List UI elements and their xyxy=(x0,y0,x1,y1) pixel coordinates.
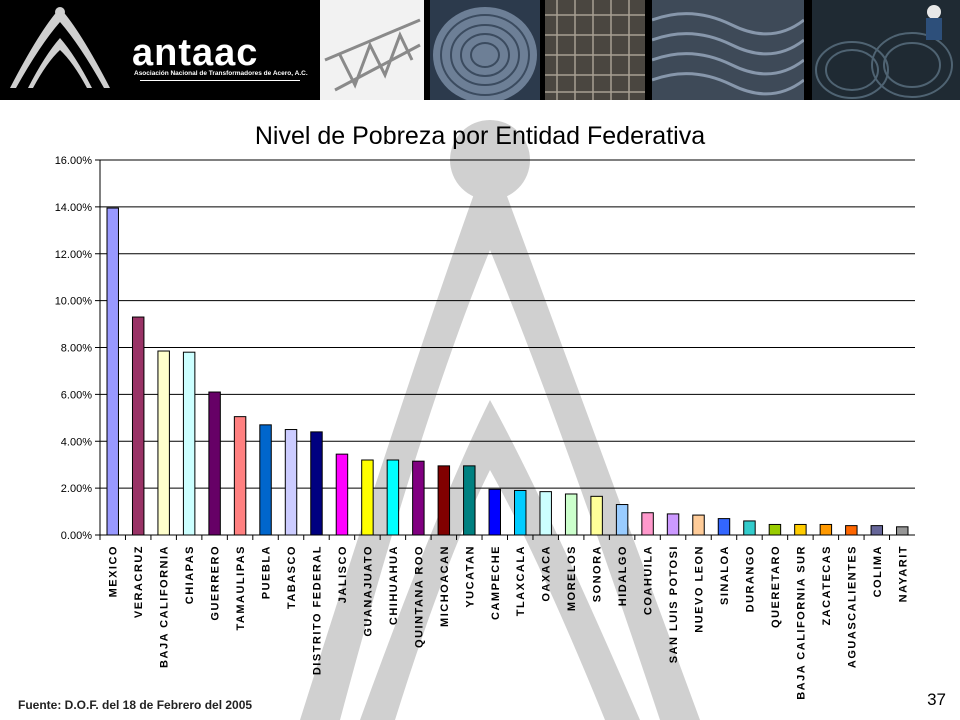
bars xyxy=(106,207,909,536)
gridlines xyxy=(100,159,915,489)
y-tick-label: 14.00% xyxy=(55,202,93,214)
x-tick-label: COLIMA xyxy=(872,545,884,597)
bar-jalisco xyxy=(335,453,349,536)
x-tick-label: JALISCO xyxy=(337,545,349,603)
x-tick-label: CAMPECHE xyxy=(490,545,502,620)
x-tick-label: DISTRITO FEDERAL xyxy=(311,545,323,675)
bar-chiapas xyxy=(182,351,196,536)
bar-hidalgo xyxy=(615,504,629,536)
x-tick-label: SONORA xyxy=(592,545,604,602)
bar-yucatan xyxy=(463,465,476,536)
bar-tlaxcala xyxy=(514,489,527,536)
x-tick-label: GUERRERO xyxy=(210,545,222,621)
x-tick-label: MEXICO xyxy=(108,545,120,597)
x-tick-label: BAJA CALIFORNIA xyxy=(159,545,171,668)
bar-morelos xyxy=(564,493,578,536)
y-tick-labels: 0.00% 2.00% 4.00% 6.00% 8.00% 10.00% 12.00% 14.… xyxy=(55,155,93,542)
y-tick-label: 6.00% xyxy=(61,389,92,401)
bar-quintana-roo xyxy=(412,460,425,536)
x-tick-label: DURANGO xyxy=(744,545,756,612)
bar-san-luis-potosi xyxy=(666,513,680,536)
x-tick-label: AGUASCALIENTES xyxy=(846,545,858,668)
source-note: Fuente: D.O.F. del 18 de Febrero del 200… xyxy=(18,698,253,712)
x-tick-label: COAHUILA xyxy=(643,545,655,615)
bar-michoacan xyxy=(437,465,451,536)
antaac-emblem-icon xyxy=(10,7,110,88)
x-tick-label: QUERETARO xyxy=(770,545,782,628)
brand-name: antaac xyxy=(132,32,259,74)
brand-underline xyxy=(140,80,300,81)
wire-mesh-rolls-photo xyxy=(545,0,645,100)
bar-campeche xyxy=(488,488,501,536)
x-tick-label: VERACRUZ xyxy=(133,545,145,618)
bar-baja-california xyxy=(157,350,170,536)
logo: antaac Asociación Nacional de Transforma… xyxy=(0,0,318,100)
bar-tabasco xyxy=(284,429,298,536)
bar-nuevo-leon xyxy=(692,514,705,536)
steel-truss-photo xyxy=(320,0,424,100)
x-tick-label: PUEBLA xyxy=(261,545,273,599)
y-tick-label: 10.00% xyxy=(55,296,93,308)
x-tick-label: NUEVO LEON xyxy=(694,545,706,633)
rebar-bundles-photo xyxy=(652,0,804,100)
bar-aguascalientes xyxy=(845,525,858,536)
x-tick-label: TABASCO xyxy=(286,545,298,609)
bar-distrito-federal xyxy=(310,431,323,536)
x-tick-label: TAMAULIPAS xyxy=(235,545,247,630)
bar-chihuahua xyxy=(386,459,400,536)
x-tick-label: HIDALGO xyxy=(617,545,629,606)
bar-sinaloa xyxy=(717,518,731,536)
bar-oaxaca xyxy=(539,491,552,536)
bar-baja-california-sur xyxy=(794,523,807,536)
bar-sonora xyxy=(590,495,603,536)
x-tick-label: TLAXCALA xyxy=(515,545,527,616)
x-tick-label: GUANAJUATO xyxy=(362,545,374,637)
bar-guanajuato xyxy=(361,459,374,536)
x-tick-label: QUINTANA ROO xyxy=(413,545,425,648)
x-tick-label: SAN LUIS POTOSI xyxy=(668,545,680,663)
x-tick-label: CHIAPAS xyxy=(184,545,196,604)
y-tick-label: 16.00% xyxy=(55,155,93,167)
axes xyxy=(95,159,915,540)
y-tick-label: 8.00% xyxy=(61,343,92,355)
worker-wire-coils-photo xyxy=(812,0,960,100)
bar-tamaulipas xyxy=(233,416,247,536)
bar-durango xyxy=(743,520,756,536)
bar-puebla xyxy=(259,424,272,536)
x-tick-label: BAJA CALIFORNIA SUR xyxy=(795,545,807,700)
x-tick-label: NAYARIT xyxy=(897,545,909,602)
x-tick-labels: MEXICO VERACRUZ BAJA CALIFORNIA CHIAPAS GUER… xyxy=(108,545,910,700)
x-tick-label: MICHOACAN xyxy=(439,545,451,627)
x-tick-label: CHIHUAHUA xyxy=(388,545,400,625)
bar-queretaro xyxy=(768,523,782,536)
bar-mexico xyxy=(106,207,119,536)
x-tick-label: YUCATAN xyxy=(464,545,476,608)
bar-guerrero xyxy=(208,391,221,536)
x-tick-label: ZACATECAS xyxy=(821,545,833,626)
x-tick-label: MORELOS xyxy=(566,545,578,611)
page-number: 37 xyxy=(927,690,946,709)
header-banner: antaac Asociación Nacional de Transforma… xyxy=(0,0,960,100)
y-tick-label: 4.00% xyxy=(61,436,92,448)
y-tick-label: 0.00% xyxy=(61,530,92,542)
bar-colima xyxy=(870,525,884,536)
y-tick-label: 12.00% xyxy=(55,249,93,261)
wire-coil-photo xyxy=(430,0,540,100)
bar-veracruz xyxy=(131,316,145,536)
y-tick-label: 2.00% xyxy=(61,483,92,495)
x-tick-label: SINALOA xyxy=(719,545,731,605)
bar-coahuila xyxy=(641,512,654,536)
x-tick-label: OAXACA xyxy=(541,545,553,602)
brand-subtitle: Asociación Nacional de Transformadores d… xyxy=(134,70,308,77)
chart-title: Nivel de Pobreza por Entidad Federativa xyxy=(254,122,706,150)
bar-nayarit xyxy=(896,526,909,536)
bar-zacatecas xyxy=(819,523,833,536)
